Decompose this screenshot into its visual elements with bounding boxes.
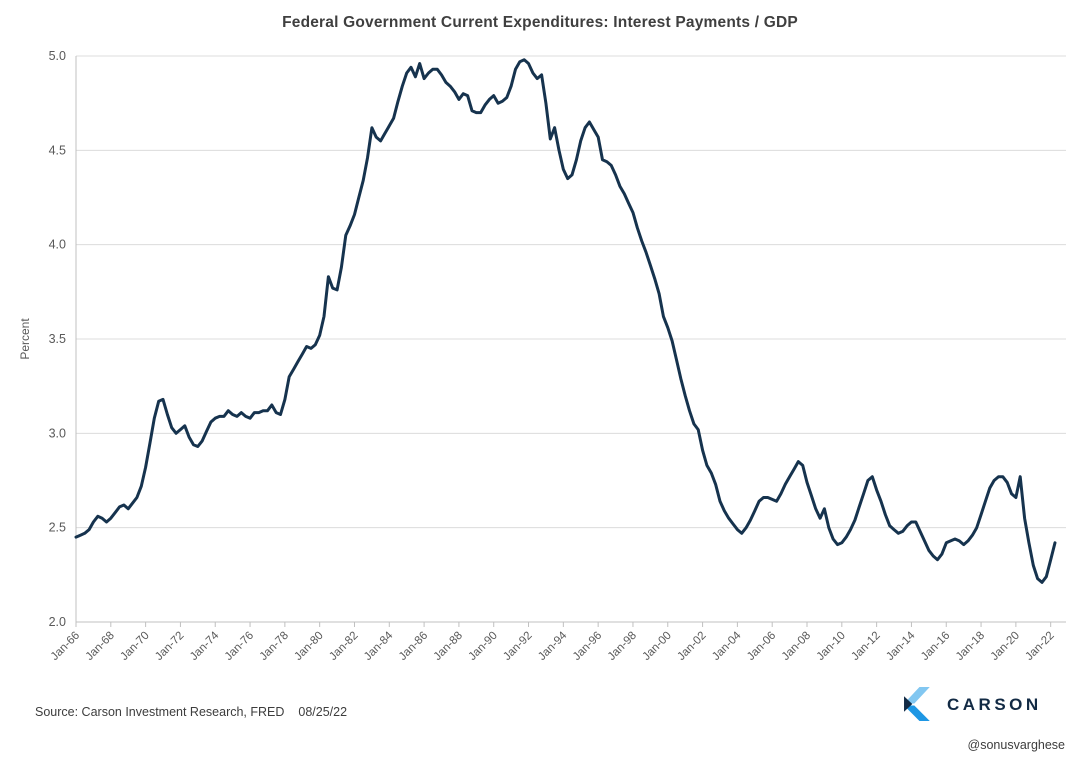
x-tick-label: Jan-18 bbox=[954, 630, 987, 663]
x-tick-label: Jan-96 bbox=[571, 630, 604, 663]
x-tick-label: Jan-22 bbox=[1023, 630, 1056, 663]
y-tick-label: 3.5 bbox=[49, 332, 66, 346]
y-tick-label: 4.0 bbox=[49, 238, 66, 252]
x-tick-label: Jan-76 bbox=[223, 630, 256, 663]
x-tick-label: Jan-68 bbox=[84, 630, 117, 663]
x-tick-label: Jan-72 bbox=[153, 630, 186, 663]
logo-bottom-chevron bbox=[904, 705, 930, 721]
x-tick-label: Jan-04 bbox=[710, 629, 744, 663]
twitter-handle: @sonusvarghese bbox=[967, 738, 1065, 752]
x-tick-label: Jan-02 bbox=[675, 630, 708, 663]
x-tick-label: Jan-82 bbox=[327, 630, 360, 663]
x-tick-label: Jan-86 bbox=[397, 630, 430, 663]
x-tick-label: Jan-84 bbox=[362, 629, 396, 663]
x-tick-label: Jan-70 bbox=[118, 630, 151, 663]
carson-logo-text: CARSON bbox=[947, 695, 1042, 714]
x-tick-label: Jan-08 bbox=[780, 630, 813, 663]
carson-logo-icon bbox=[904, 687, 930, 721]
source-note: Source: Carson Investment Research, FRED… bbox=[35, 705, 347, 719]
x-tick-label: Jan-14 bbox=[884, 629, 918, 663]
data-line bbox=[74, 58, 1057, 584]
y-tick-label: 2.5 bbox=[49, 521, 66, 535]
x-tick-label: Jan-00 bbox=[641, 630, 674, 663]
x-tick-label: Jan-12 bbox=[849, 630, 882, 663]
source-date: 08/25/22 bbox=[298, 705, 348, 719]
x-tick-label: Jan-66 bbox=[49, 630, 82, 663]
y-tick-label: 5.0 bbox=[49, 49, 66, 63]
x-tick-label: Jan-98 bbox=[606, 630, 639, 663]
y-tick-label: 3.0 bbox=[49, 426, 66, 440]
y-axis-title: Percent bbox=[18, 318, 32, 360]
x-tick-label: Jan-92 bbox=[501, 630, 534, 663]
carson-logo: CARSON bbox=[903, 686, 1042, 722]
x-tick-label: Jan-10 bbox=[815, 630, 848, 663]
source-label: Source: Carson Investment Research, FRED bbox=[35, 705, 285, 719]
y-tick-label: 4.5 bbox=[49, 143, 66, 157]
x-tick-label: Jan-74 bbox=[188, 629, 222, 663]
logo-triangle bbox=[904, 696, 913, 712]
x-tick-label: Jan-20 bbox=[989, 630, 1022, 663]
x-tick-label: Jan-80 bbox=[292, 630, 325, 663]
x-tick-label: Jan-16 bbox=[919, 630, 952, 663]
logo-top-chevron bbox=[904, 687, 930, 704]
chart-title: Federal Government Current Expenditures:… bbox=[282, 14, 798, 31]
x-tick-label: Jan-78 bbox=[258, 630, 291, 663]
x-tick-label: Jan-94 bbox=[536, 629, 570, 663]
x-tick-label: Jan-06 bbox=[745, 630, 778, 663]
y-tick-label: 2.0 bbox=[49, 615, 66, 629]
x-tick-label: Jan-88 bbox=[432, 630, 465, 663]
x-tick-label: Jan-90 bbox=[466, 630, 499, 663]
